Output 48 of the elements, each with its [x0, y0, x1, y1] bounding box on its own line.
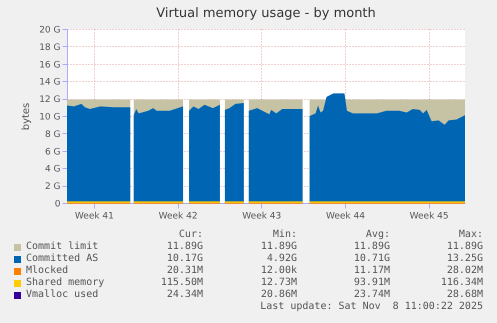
- text: Max:: [458, 229, 483, 241]
- chart-title: Virtual memory usage - by month: [156, 6, 376, 21]
- text: 24.34M: [166, 289, 203, 301]
- text: 11.89G: [166, 241, 203, 253]
- text: Avg:: [366, 229, 390, 241]
- y-tick-label: 20 G: [39, 26, 61, 36]
- text: 10.71G: [354, 253, 390, 265]
- y-axis-title: bytes: [21, 102, 32, 130]
- text: 116.34M: [440, 277, 483, 289]
- text: 4.92G: [266, 253, 297, 265]
- text: Last update: Sat Nov 8 11:00:22 2025: [260, 301, 483, 313]
- x-tick-label: Week 43: [242, 212, 282, 222]
- text: 23.74M: [354, 289, 390, 301]
- text: 13.25G: [446, 253, 483, 265]
- y-tick-label: 0: [54, 200, 61, 210]
- text: Cur:: [178, 229, 203, 241]
- text: 11.17M: [354, 265, 390, 277]
- x-tick-label: Week 44: [326, 212, 366, 222]
- y-tick-label: 6 G: [44, 147, 61, 158]
- text: 28.68M: [446, 289, 483, 301]
- text: 12.00k: [260, 265, 297, 277]
- x-tick-label: Week 41: [74, 212, 114, 222]
- text: 11.89G: [260, 241, 297, 253]
- legend-label: Vmalloc used: [26, 289, 98, 301]
- x-tick-label: Week 45: [410, 212, 449, 222]
- legend-label: Commit limit: [26, 241, 98, 253]
- text: Min:: [272, 229, 297, 241]
- text: 20.31M: [166, 265, 203, 277]
- y-tick-label: 16 G: [39, 60, 61, 70]
- text: 11.89G: [354, 241, 390, 253]
- y-tick-label: 10 G: [39, 112, 61, 122]
- y-tick-label: 4 G: [44, 164, 61, 175]
- text: 93.91M: [354, 277, 390, 289]
- legend-label: Mlocked: [26, 265, 68, 277]
- x-tick-label: Week 42: [158, 212, 198, 222]
- y-tick-label: 12 G: [39, 95, 61, 106]
- text: 20.86M: [260, 289, 297, 301]
- y-tick-label: 14 G: [39, 78, 61, 88]
- text: 12.73M: [260, 277, 297, 289]
- text: 11.89G: [446, 241, 483, 253]
- y-tick-label: 18 G: [39, 42, 61, 53]
- y-tick-label: 2 G: [44, 182, 61, 192]
- text: 28.02M: [446, 265, 483, 277]
- text: 10.17G: [166, 253, 203, 265]
- text: 115.50M: [160, 277, 203, 289]
- y-tick-label: 8 G: [44, 130, 61, 140]
- legend-label: Committed AS: [26, 253, 98, 265]
- legend-label: Shared memory: [26, 277, 104, 289]
